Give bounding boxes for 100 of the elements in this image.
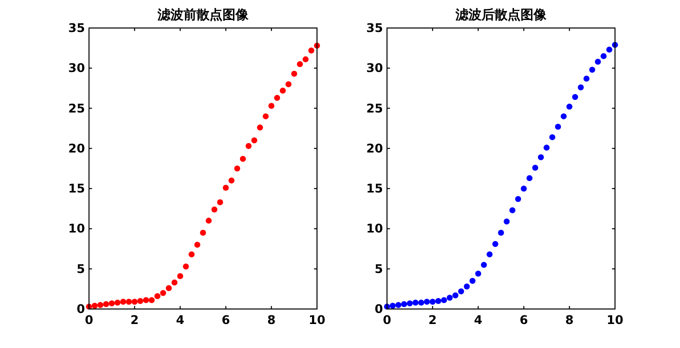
point [395,302,402,308]
y-tick-label: 20 [366,141,383,156]
chart-title: 滤波前散点图像 [156,7,250,23]
point [228,178,234,184]
point [206,218,212,224]
point [492,240,498,247]
point [177,273,184,280]
y-tick-label: 25 [366,101,383,116]
point [240,156,246,162]
point [418,300,424,306]
point [401,301,408,308]
point [594,58,601,65]
x-tick-label: 8 [267,313,276,327]
point [566,104,572,110]
y-tick-label: 5 [374,262,383,276]
point [475,270,482,277]
point [509,207,516,214]
point [148,297,155,304]
point [222,184,229,191]
point [257,124,263,131]
point [549,134,556,140]
point [182,263,189,270]
point [296,61,303,68]
point [441,297,447,304]
point [211,206,218,212]
point [526,175,532,182]
point [515,196,522,202]
point [92,302,98,309]
point [458,288,464,294]
point [504,218,510,224]
point [498,230,504,236]
point [424,298,430,305]
point [532,164,538,171]
point [194,242,200,248]
chart-title: 滤波后散点图像 [454,7,548,23]
point [172,280,178,286]
y-tick-label: 0 [374,302,383,316]
point [430,298,436,305]
point [544,144,550,151]
point [114,300,120,306]
point [606,46,612,53]
point [280,88,286,94]
y-tick-label: 0 [76,302,85,316]
point [520,186,527,192]
x-tick-label: 6 [520,313,528,327]
y-tick-label: 30 [366,61,383,76]
y-tick-label: 35 [68,21,85,35]
point [103,301,110,308]
x-tick-label: 4 [176,313,184,327]
point [217,199,224,206]
point [446,294,453,301]
point [600,53,607,60]
point [286,81,292,88]
x-tick-label: 10 [308,313,326,327]
point [412,300,418,306]
point [560,113,567,120]
point [108,300,115,306]
point [308,47,314,54]
point [589,66,596,73]
y-tick-label: 10 [68,222,85,236]
point [154,293,160,300]
point [132,298,138,305]
y-tick-label: 25 [68,101,85,116]
point [291,70,298,77]
point [302,56,309,62]
y-tick-label: 15 [68,182,85,196]
point [572,94,578,100]
point [97,302,104,308]
point [137,298,144,304]
point [188,251,195,258]
point [435,298,442,304]
y-tick-label: 20 [68,141,85,156]
x-tick-label: 4 [474,313,482,327]
point [486,251,493,258]
point [262,113,269,120]
y-tick-label: 35 [366,21,383,35]
point [584,76,590,82]
point [390,302,396,309]
point [452,292,458,298]
point [470,278,476,284]
point [166,285,172,292]
y-tick-label: 30 [68,61,85,76]
x-tick-label: 10 [606,313,624,327]
x-tick-label: 2 [130,313,139,327]
point [160,290,166,296]
x-tick-label: 2 [428,313,437,327]
point [538,154,544,160]
x-tick-label: 6 [222,313,230,327]
point [406,300,413,306]
point [464,284,470,290]
point [274,94,280,101]
point [143,297,149,304]
point [480,262,487,268]
point [120,298,126,305]
point [578,84,584,90]
point [234,166,240,172]
y-tick-label: 5 [76,262,85,276]
point [246,143,252,150]
y-tick-label: 10 [366,222,383,236]
point [251,137,258,144]
